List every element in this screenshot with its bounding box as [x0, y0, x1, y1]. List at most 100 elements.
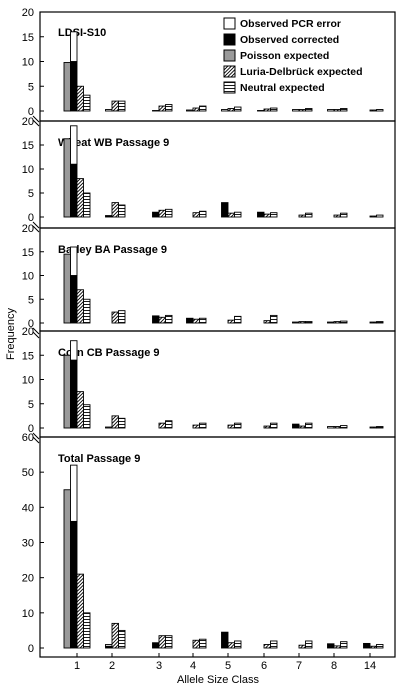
y-tick-label: 0: [28, 423, 34, 435]
bar-neutral: [118, 100, 126, 112]
bar-luria-delbruck: [333, 645, 341, 649]
bar-luria-delbruck: [298, 425, 306, 429]
bar-luria-delbruck: [192, 212, 200, 218]
bar-poisson: [63, 62, 71, 112]
x-tick-label: 1: [74, 660, 80, 672]
panel-title: Corn CB Passage 9: [58, 347, 159, 359]
bar-observed-corrected: [70, 359, 78, 429]
legend-swatch-pcr-error: [223, 17, 236, 30]
bar-luria-delbruck: [158, 105, 166, 112]
bar-luria-delbruck: [263, 213, 271, 218]
y-tick-label: 0: [28, 318, 34, 330]
bar-observed-pcr-error: [327, 321, 335, 324]
bar-luria-delbruck: [227, 108, 235, 112]
bar-neutral: [305, 212, 313, 218]
bar-luria-delbruck: [76, 289, 84, 324]
bar-observed-corrected: [70, 520, 78, 649]
bar-neutral: [199, 105, 207, 112]
y-tick-label: 5: [28, 188, 34, 200]
bar-observed-pcr-error: [292, 321, 300, 324]
bar-neutral: [305, 422, 313, 429]
y-tick-label: 20: [22, 7, 34, 19]
axis-break-mark: [32, 327, 40, 339]
bar-luria-delbruck: [298, 214, 306, 218]
bar-neutral: [270, 640, 278, 649]
bar-observed-corrected: [363, 642, 371, 649]
bar-luria-delbruck: [76, 85, 84, 112]
axis-break-mark: [32, 115, 40, 127]
bar-neutral: [305, 321, 313, 324]
bar-luria-delbruck: [227, 212, 235, 218]
legend-label: Neutral expected: [240, 82, 325, 94]
y-tick-label: 5: [28, 399, 34, 411]
panel-title: LDSI-S10: [58, 27, 106, 39]
bar-luria-delbruck: [111, 415, 119, 429]
bar-poisson: [63, 138, 71, 218]
bar-poisson: [63, 354, 71, 429]
bar-observed-pcr-error: [186, 109, 194, 112]
bar-neutral: [165, 635, 173, 649]
panel-frames: [39, 11, 396, 658]
bar-luria-delbruck: [192, 639, 200, 649]
bar-neutral: [118, 310, 126, 324]
axis-break-mark: [32, 432, 40, 444]
y-tick-label: 20: [22, 326, 34, 338]
bar-neutral: [376, 214, 384, 218]
bar-observed-corrected: [257, 211, 265, 218]
y-tick-label: 0: [28, 212, 34, 224]
bar-observed-pcr-error: [105, 644, 113, 647]
bar-luria-delbruck: [369, 215, 377, 218]
bar-neutral: [199, 638, 207, 649]
bar-luria-delbruck: [333, 426, 341, 429]
bar-observed-pcr-error: [70, 340, 78, 361]
y-axis-label: Frequency: [5, 308, 17, 360]
bar-neutral: [340, 108, 348, 112]
panel-frame: [39, 436, 396, 658]
bar-observed-pcr-error: [70, 31, 78, 62]
bar-observed-corrected: [70, 61, 78, 112]
bar-neutral: [270, 314, 278, 324]
bar-luria-delbruck: [227, 319, 235, 324]
bar-neutral: [199, 317, 207, 324]
legend-label: Poisson expected: [240, 50, 329, 62]
bar-observed-corrected: [221, 631, 229, 649]
x-tick-label: 3: [156, 660, 162, 672]
bar-luria-delbruck: [263, 320, 271, 324]
bar-observed-corrected: [221, 202, 229, 218]
axis-break-mark: [32, 221, 40, 233]
bar-luria-delbruck: [333, 214, 341, 218]
bar-luria-delbruck: [263, 425, 271, 429]
bar-neutral: [118, 204, 126, 218]
y-tick-label: 20: [22, 573, 34, 585]
legend-swatch-luria: [223, 65, 236, 78]
bar-neutral: [83, 94, 91, 112]
plot-area: 0510152005101520051015200510152001020304…: [22, 7, 384, 672]
bar-luria-delbruck: [333, 109, 341, 112]
bar-neutral: [165, 420, 173, 429]
bar-luria-delbruck: [76, 573, 84, 649]
legend-swatch-neutral: [223, 81, 236, 94]
y-tick-label: 5: [28, 294, 34, 306]
legend-swatch-corrected: [223, 33, 236, 46]
bar-neutral: [118, 629, 126, 649]
x-tick-label: 7: [296, 660, 302, 672]
bar-neutral: [165, 208, 173, 218]
bar-neutral: [83, 298, 91, 324]
legend-label: Observed PCR error: [240, 18, 341, 30]
y-tick-label: 20: [22, 223, 34, 235]
y-tick-label: 0: [28, 106, 34, 118]
x-axis-label: Allele Size Class: [177, 674, 259, 686]
bar-luria-delbruck: [298, 109, 306, 112]
y-tick-label: 50: [22, 467, 34, 479]
bar-observed-pcr-error: [105, 426, 113, 429]
bar-neutral: [340, 425, 348, 429]
bar-luria-delbruck: [76, 391, 84, 429]
bar-luria-delbruck: [111, 622, 119, 649]
panel-title: Wheat WB Passage 9: [58, 137, 169, 149]
y-tick-label: 15: [22, 247, 34, 259]
bar-observed-pcr-error: [327, 109, 335, 112]
y-tick-label: 10: [22, 57, 34, 69]
bar-neutral: [234, 106, 242, 112]
bar-neutral: [376, 321, 384, 324]
